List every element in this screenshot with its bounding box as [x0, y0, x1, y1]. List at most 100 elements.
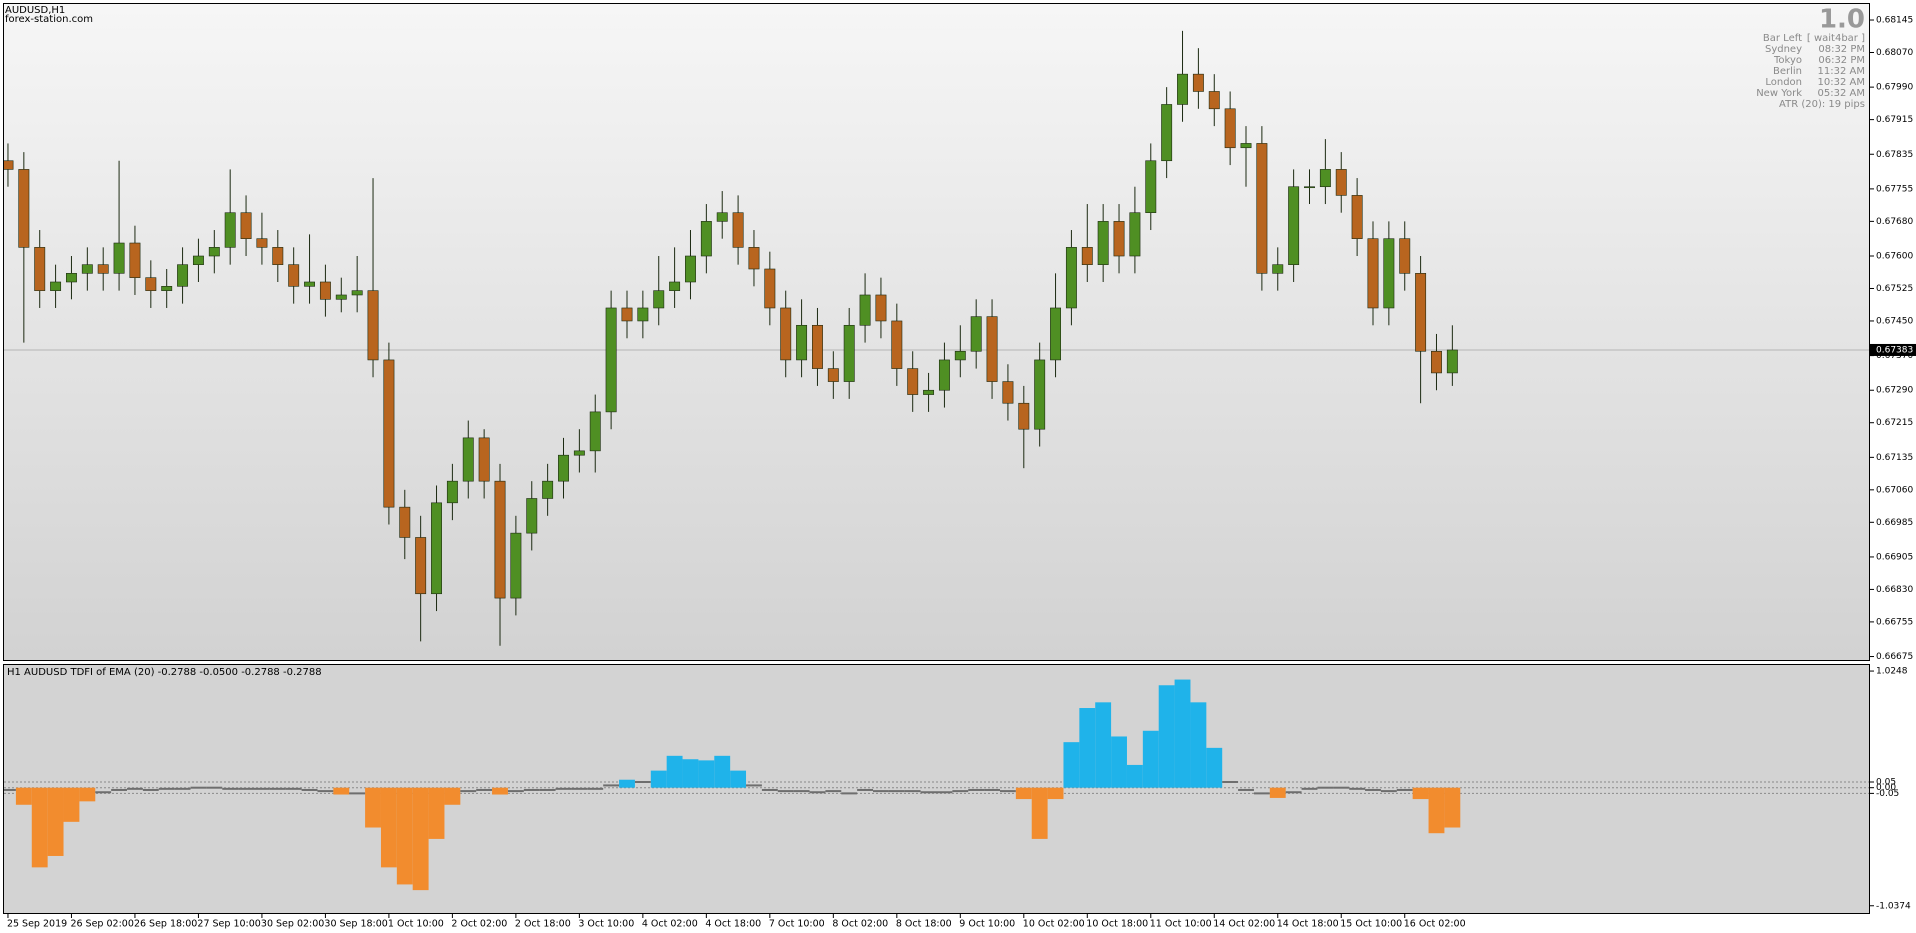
neutral-bar — [634, 781, 651, 784]
candle-body — [970, 316, 982, 352]
candle-body — [748, 247, 760, 270]
histogram-bar — [682, 759, 699, 788]
neutral-bar — [1301, 787, 1318, 790]
candle-body — [1304, 186, 1315, 189]
y-tick-label: 0.67060 — [1876, 485, 1913, 495]
histogram-bar — [492, 787, 508, 795]
histogram-bar — [444, 787, 461, 805]
x-tick-label: 15 Oct 10:00 — [1340, 919, 1402, 930]
candle-body — [34, 247, 46, 291]
neutral-bar — [809, 791, 826, 794]
neutral-bar — [1285, 791, 1302, 794]
candle-body — [558, 454, 569, 482]
price-plot — [4, 30, 1869, 646]
candle-body — [764, 268, 776, 309]
y-tick-label: 0.67135 — [1876, 453, 1913, 463]
candle-body — [272, 247, 284, 265]
neutral-bar — [190, 786, 207, 789]
candle-body — [954, 350, 966, 361]
candle-body — [208, 247, 220, 257]
histogram-bar — [666, 755, 683, 788]
candle-body — [923, 389, 935, 395]
candle-body — [1319, 169, 1331, 188]
neutral-bar — [507, 790, 524, 793]
candle-body — [367, 290, 379, 361]
candle-body — [1415, 273, 1427, 352]
candle-body — [1081, 247, 1093, 265]
y-tick-label: 0.66985 — [1876, 518, 1913, 528]
candle-body — [685, 255, 696, 283]
neutral-bar — [1222, 781, 1239, 784]
y-tick-label: 0.67215 — [1876, 418, 1913, 428]
candle-body — [637, 307, 649, 322]
y-tick-label: 0.67450 — [1876, 316, 1913, 326]
neutral-bar — [158, 787, 175, 790]
candle-body — [589, 411, 601, 452]
y-tick-label: 0.66830 — [1876, 585, 1913, 595]
y-tick-label: 0.68070 — [1876, 48, 1913, 58]
candle-body — [796, 324, 808, 361]
y-tick-label: 0.05 — [1876, 778, 1896, 788]
neutral-bar — [317, 790, 334, 793]
candle-body — [288, 264, 300, 287]
candle-body — [526, 498, 538, 534]
neutral-bar — [95, 791, 112, 794]
histogram-bar — [31, 787, 48, 868]
y-tick-label: 0.66755 — [1876, 617, 1913, 627]
candle-body — [1192, 73, 1204, 92]
histogram-bar — [1269, 787, 1286, 798]
histogram-bar — [79, 787, 96, 802]
info-label: London — [1765, 77, 1802, 88]
neutral-bar — [904, 790, 921, 793]
x-tick-label: 14 Oct 18:00 — [1277, 919, 1339, 930]
histogram-bar — [730, 770, 747, 788]
y-tick-label: 0.67755 — [1876, 184, 1913, 194]
x-tick-label: 7 Oct 10:00 — [769, 919, 825, 930]
candle-body — [875, 294, 887, 322]
histogram-bar — [1126, 764, 1143, 788]
neutral-bar — [920, 791, 937, 794]
neutral-bar — [793, 790, 810, 793]
neutral-bar — [746, 784, 762, 787]
candle-body — [18, 169, 30, 248]
neutral-bar — [777, 790, 794, 793]
histogram-bar — [650, 770, 667, 788]
info-label: New York — [1756, 88, 1802, 99]
neutral-bar — [555, 787, 572, 790]
neutral-bar — [111, 788, 128, 791]
candle-body — [811, 324, 823, 369]
candle-body — [1129, 212, 1141, 257]
x-tick-label: 8 Oct 02:00 — [832, 919, 888, 930]
candle-body — [383, 359, 395, 508]
histogram-bar — [1412, 787, 1429, 800]
candle-body — [113, 242, 125, 274]
neutral-bar — [1349, 787, 1366, 790]
x-tick-label: 1 Oct 10:00 — [388, 919, 444, 930]
histogram-bar — [47, 787, 64, 856]
candle-body — [494, 480, 506, 599]
candle-body — [145, 277, 157, 291]
histogram-bar — [63, 787, 80, 822]
x-tick-label: 14 Oct 02:00 — [1213, 919, 1275, 930]
histogram-bar — [1111, 736, 1127, 788]
current-price-box — [1870, 343, 1916, 356]
info-box: 1.0 Bar Left [ wait4bar ] Sydney 08:32 PM To… — [1756, 5, 1865, 111]
info-value: [ wait4bar ] — [1807, 33, 1865, 44]
neutral-bar — [1317, 786, 1334, 789]
x-tick-label: 30 Sep 18:00 — [324, 919, 387, 930]
candle-body — [415, 537, 427, 595]
y-tick-label: 0.67915 — [1876, 115, 1913, 125]
histogram-bar — [412, 787, 429, 891]
x-tick-label: 4 Oct 02:00 — [642, 919, 698, 930]
x-tick-label: 26 Sep 18:00 — [134, 919, 197, 930]
neutral-bar — [1365, 788, 1381, 791]
candle-body — [399, 506, 411, 538]
neutral-bar — [142, 788, 159, 791]
neutral-bar — [269, 787, 286, 790]
histogram-bar — [1158, 685, 1175, 788]
candle-body — [1208, 91, 1220, 110]
candle-body — [1224, 108, 1236, 149]
y-tick-label: 0.00 — [1876, 783, 1896, 793]
x-tick-label: 2 Oct 18:00 — [515, 919, 571, 930]
candle-body — [1097, 221, 1109, 265]
